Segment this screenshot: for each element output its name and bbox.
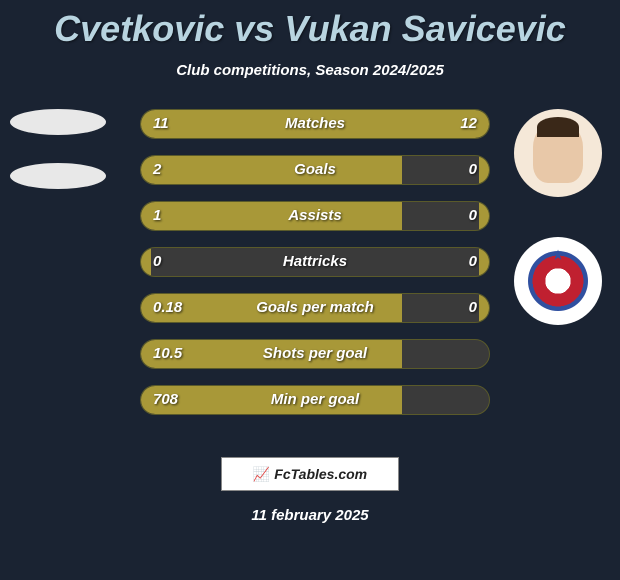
left-player-club-placeholder [10,163,106,189]
subtitle: Club competitions, Season 2024/2025 [0,62,620,79]
left-player-placeholder [10,109,106,217]
date-label: 11 february 2025 [0,507,620,524]
page-title: Cvetkovic vs Vukan Savicevic [0,0,620,50]
club-badge-icon [528,251,588,311]
stat-label: Goals [141,156,489,184]
stat-value-right: 0 [469,248,477,276]
logo-text: FcTables.com [274,466,367,482]
comparison-chart: 11Matches122Goals01Assists00Hattricks00.… [0,109,620,449]
right-player-column [514,109,602,365]
stat-row: 2Goals0 [140,155,490,185]
stat-bars: 11Matches122Goals01Assists00Hattricks00.… [140,109,490,431]
stat-row: 1Assists0 [140,201,490,231]
chart-icon: 📈 [253,466,270,483]
stat-label: Shots per goal [141,340,489,368]
left-player-photo-placeholder [10,109,106,135]
stat-label: Assists [141,202,489,230]
stat-label: Goals per match [141,294,489,322]
stat-row: 0.18Goals per match0 [140,293,490,323]
stat-row: 10.5Shots per goal [140,339,490,369]
stat-label: Hattricks [141,248,489,276]
stat-label: Min per goal [141,386,489,414]
fctables-logo[interactable]: 📈 FcTables.com [221,457,399,491]
stat-value-right: 12 [460,110,477,138]
stat-row: 11Matches12 [140,109,490,139]
right-player-club-badge [514,237,602,325]
right-player-photo [514,109,602,197]
stat-value-right: 0 [469,156,477,184]
stat-value-right: 0 [469,202,477,230]
stat-row: 708Min per goal [140,385,490,415]
stat-label: Matches [141,110,489,138]
stat-row: 0Hattricks0 [140,247,490,277]
stat-value-right: 0 [469,294,477,322]
